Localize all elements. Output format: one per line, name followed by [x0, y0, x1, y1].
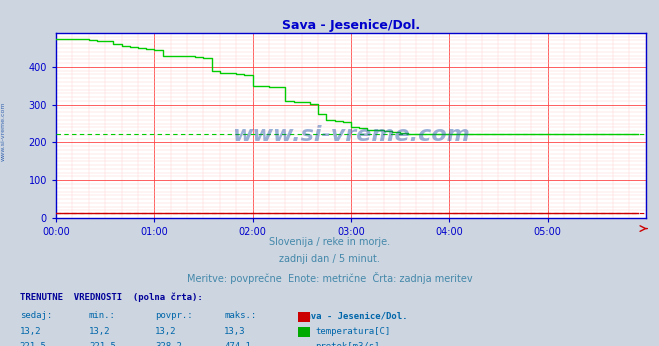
- Text: 328,2: 328,2: [155, 342, 182, 346]
- Text: sedaj:: sedaj:: [20, 311, 52, 320]
- Text: 13,2: 13,2: [155, 327, 177, 336]
- Text: 13,2: 13,2: [20, 327, 42, 336]
- Text: maks.:: maks.:: [224, 311, 256, 320]
- Title: Sava - Jesenice/Dol.: Sava - Jesenice/Dol.: [282, 19, 420, 32]
- Text: 13,3: 13,3: [224, 327, 246, 336]
- Text: pretok[m3/s]: pretok[m3/s]: [315, 342, 380, 346]
- Text: min.:: min.:: [89, 311, 116, 320]
- Text: Sava - Jesenice/Dol.: Sava - Jesenice/Dol.: [300, 311, 407, 320]
- Text: TRENUTNE  VREDNOSTI  (polna črta):: TRENUTNE VREDNOSTI (polna črta):: [20, 292, 202, 302]
- Text: temperatura[C]: temperatura[C]: [315, 327, 390, 336]
- Text: www.si-vreme.com: www.si-vreme.com: [232, 125, 470, 145]
- Text: www.si-vreme.com: www.si-vreme.com: [1, 102, 6, 161]
- Text: 221,5: 221,5: [20, 342, 47, 346]
- Text: zadnji dan / 5 minut.: zadnji dan / 5 minut.: [279, 254, 380, 264]
- Text: Meritve: povprečne  Enote: metrične  Črta: zadnja meritev: Meritve: povprečne Enote: metrične Črta:…: [186, 272, 473, 284]
- Text: 221,5: 221,5: [89, 342, 116, 346]
- Text: Slovenija / reke in morje.: Slovenija / reke in morje.: [269, 237, 390, 247]
- Text: 474,1: 474,1: [224, 342, 251, 346]
- Text: povpr.:: povpr.:: [155, 311, 192, 320]
- Text: 13,2: 13,2: [89, 327, 111, 336]
